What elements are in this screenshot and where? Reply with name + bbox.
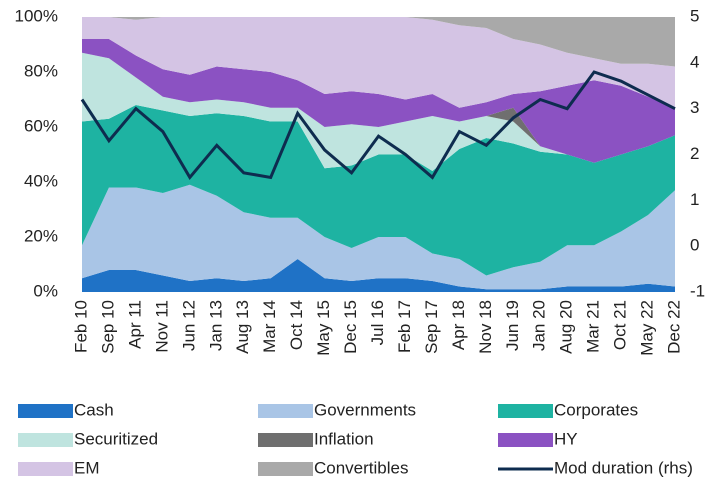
y2-tick-label: 2 — [690, 144, 699, 163]
y-tick-label: 0% — [33, 281, 58, 300]
legend-label: Inflation — [314, 429, 374, 448]
x-tick-label: Nov 18 — [476, 300, 495, 354]
y2-tick-label: -1 — [690, 281, 705, 300]
x-tick-label: Feb 17 — [395, 300, 414, 353]
y-tick-label: 60% — [24, 116, 58, 135]
y2-tick-label: 5 — [690, 6, 699, 25]
x-tick-label: Jan 13 — [206, 300, 225, 351]
x-tick-label: May 22 — [638, 300, 657, 356]
y2-tick-label: 4 — [690, 52, 699, 71]
legend-label: Securitized — [74, 429, 158, 448]
x-tick-label: Apr 18 — [449, 300, 468, 350]
legend-swatch — [258, 462, 313, 476]
legend-swatch — [18, 462, 73, 476]
area — [82, 52, 675, 171]
x-tick-label: Jan 20 — [530, 300, 549, 351]
x-tick-label: Sep 17 — [422, 300, 441, 354]
legend-label: Mod duration (rhs) — [554, 458, 693, 477]
y2-tick-label: 3 — [690, 98, 699, 117]
x-tick-label: Dec 22 — [664, 300, 683, 354]
x-tick-label: May 15 — [314, 300, 333, 356]
y-tick-label: 40% — [24, 171, 58, 190]
x-tick-label: Jun 12 — [179, 300, 198, 351]
x-tick-label: Jul 16 — [368, 300, 387, 345]
legend-label: Governments — [314, 400, 416, 419]
x-tick-label: Mar 14 — [260, 300, 279, 353]
x-tick-label: Sep 10 — [98, 300, 117, 354]
area — [82, 17, 675, 108]
legend-swatch — [18, 404, 73, 418]
legend-label: HY — [554, 429, 578, 448]
legend-label: EM — [74, 458, 100, 477]
line — [80, 70, 676, 181]
legend-swatch — [258, 404, 313, 418]
x-tick-label: Mar 21 — [584, 300, 603, 353]
legend-swatch — [258, 433, 313, 447]
x-tick-label: Feb 10 — [71, 300, 90, 353]
x-tick-label: Nov 11 — [152, 300, 171, 353]
x-tick-label: Jun 19 — [503, 300, 522, 351]
y-tick-label: 20% — [24, 226, 58, 245]
legend-swatch — [498, 404, 553, 418]
area — [82, 259, 675, 292]
y-tick-label: 100% — [15, 6, 58, 25]
x-tick-label: Aug 20 — [557, 300, 576, 354]
legend-label: Corporates — [554, 400, 638, 419]
legend-label: Convertibles — [314, 458, 409, 477]
y2-tick-label: 0 — [690, 236, 699, 255]
area — [82, 17, 675, 67]
y2-tick-label: 1 — [690, 190, 699, 209]
x-tick-label: Dec 15 — [341, 300, 360, 354]
area — [82, 39, 675, 163]
legend-swatch — [18, 433, 73, 447]
x-tick-label: Apr 11 — [125, 300, 144, 349]
x-tick-label: Oct 21 — [611, 300, 630, 350]
legend-label: Cash — [74, 400, 114, 419]
x-tick-label: Oct 14 — [287, 300, 306, 350]
y-tick-label: 80% — [24, 61, 58, 80]
legend-swatch — [498, 433, 553, 447]
x-tick-label: Aug 13 — [233, 300, 252, 354]
